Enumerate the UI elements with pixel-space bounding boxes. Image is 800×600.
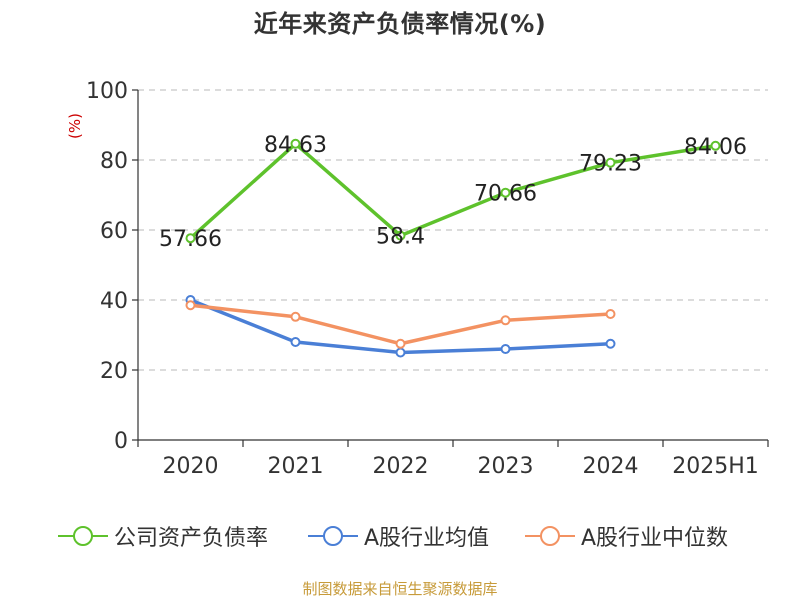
data-point-s1-2022 (395, 347, 406, 358)
data-point-s2-2021 (290, 311, 301, 322)
data-point-s1-2024 (605, 338, 616, 349)
chart-title: 近年来资产负债率情况(%) (253, 10, 547, 38)
legend-circle-company (73, 526, 93, 546)
data-point-s0-2023 (500, 187, 511, 198)
x-tick-label-2020: 2020 (163, 454, 219, 479)
y-axis-label: (%) (66, 113, 84, 139)
x-tick-label-2025H1: 2025H1 (672, 454, 759, 479)
data-source-note: 制图数据来自恒生聚源数据库 (302, 580, 498, 598)
legend-marker-industry-median (525, 526, 575, 546)
x-tick-label-2021: 2021 (268, 454, 324, 479)
data-label-2020: 57.66 (159, 227, 222, 252)
legend-label-industry-mean: A股行业均值 (364, 526, 490, 551)
data-point-s1-2021 (290, 337, 301, 347)
x-tick-label-2022: 2022 (373, 454, 429, 479)
data-point-s2-2023 (500, 315, 511, 326)
data-point-s0-2024 (605, 157, 616, 168)
data-label-2024: 79.23 (579, 152, 642, 177)
legend-circle-industry-median (540, 526, 560, 546)
data-label-2022: 58.4 (376, 225, 425, 250)
y-tick-label: 20 (100, 359, 128, 384)
legend-circle-industry-mean (323, 526, 343, 546)
x-tick-label-2024: 2024 (583, 454, 639, 479)
legend-item-industry-median[interactable]: A股行业中位数 (525, 520, 728, 552)
data-label-2023: 70.66 (474, 182, 537, 207)
data-point-s0-2025H1 (710, 140, 721, 151)
data-point-s0-2020 (185, 233, 196, 244)
data-label-2021: 84.63 (264, 133, 327, 158)
data-point-s2-2024 (605, 309, 616, 319)
chart-legend: 公司资产负债率 A股行业均值 A股行业中位数 (0, 520, 800, 552)
y-tick-label: 80 (100, 149, 128, 174)
legend-marker-industry-mean (308, 526, 358, 546)
series-line-0 (188, 142, 718, 240)
legend-item-industry-mean[interactable]: A股行业均值 (308, 520, 489, 552)
data-point-s0-2022 (395, 230, 406, 241)
data-point-s0-2021 (290, 138, 301, 149)
data-point-s2-2022 (395, 338, 406, 349)
data-point-s2-2020 (185, 300, 196, 311)
y-tick-label: 0 (114, 429, 128, 454)
y-tick-label: 60 (100, 219, 128, 244)
data-label-2025H1: 84.06 (684, 135, 747, 160)
y-tick-label: 100 (86, 79, 128, 104)
legend-label-industry-median: A股行业中位数 (581, 526, 729, 551)
data-point-s1-2023 (500, 344, 511, 354)
legend-marker-company (58, 526, 108, 546)
legend-label-company: 公司资产负债率 (114, 526, 269, 551)
x-tick-label-2023: 2023 (478, 454, 534, 479)
y-tick-label: 40 (100, 289, 128, 314)
legend-item-company[interactable]: 公司资产负债率 (58, 520, 268, 552)
